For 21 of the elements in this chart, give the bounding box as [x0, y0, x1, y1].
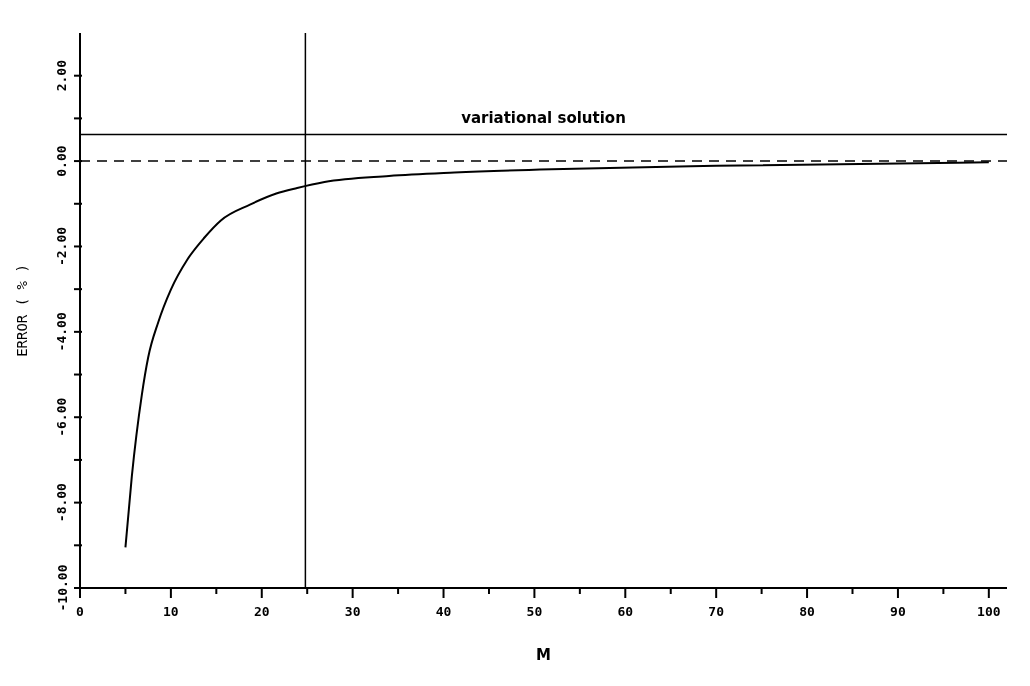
x-tick-label: 60	[617, 604, 634, 619]
x-tick-label: 50	[526, 604, 543, 619]
y-tick-label: -10.00	[54, 564, 70, 612]
x-tick-label: 10	[163, 604, 179, 619]
y-tick-label: -4.00	[54, 312, 70, 352]
y-axis-title: ERROR ( % )	[13, 264, 30, 357]
x-tick-label: 0	[76, 604, 85, 619]
y-tick-label: 2.00	[54, 59, 70, 92]
x-tick-label: 40	[435, 604, 452, 619]
y-tick-label: -6.00	[54, 397, 70, 437]
x-axis-title: M	[536, 646, 551, 664]
x-tick-label: 80	[799, 604, 816, 619]
y-tick-label: -2.00	[54, 226, 70, 267]
x-tick-label: 20	[253, 604, 270, 619]
y-tick-label: 0.00	[54, 145, 70, 177]
x-tick-label: 90	[890, 604, 906, 619]
x-tick-label: 70	[708, 604, 725, 619]
ref-line-label: variational solution	[461, 109, 626, 128]
x-tick-label: 30	[344, 604, 361, 619]
x-tick-label: 100	[977, 604, 1001, 619]
y-tick-label: -8.00	[54, 482, 70, 523]
